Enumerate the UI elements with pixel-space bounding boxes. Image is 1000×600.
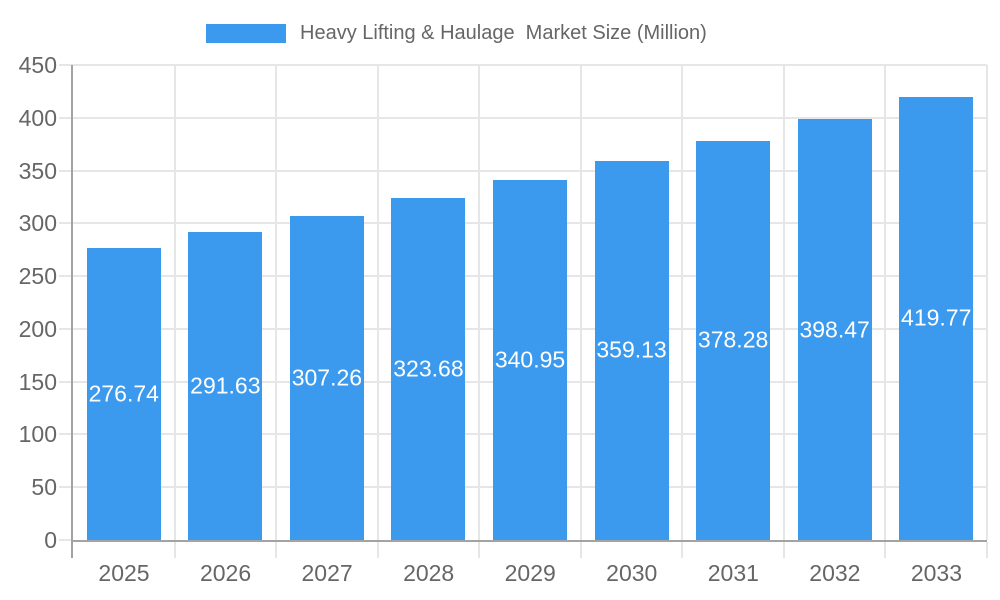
x-axis-line — [71, 540, 987, 542]
y-gridline — [73, 116, 987, 119]
bar — [696, 140, 771, 540]
y-axis-label: 0 — [44, 527, 57, 553]
y-axis-line — [71, 65, 73, 558]
x-axis-label: 2032 — [809, 560, 861, 586]
y-axis-label: 100 — [18, 421, 57, 448]
legend[interactable]: Heavy Lifting & Haulage Market Size (Mil… — [206, 22, 707, 44]
bar — [86, 247, 161, 540]
category-separator — [884, 65, 887, 540]
y-tick — [59, 275, 73, 278]
x-axis-label: 2029 — [504, 560, 556, 586]
x-axis-label: 2026 — [199, 560, 252, 586]
x-axis-label: 2030 — [606, 560, 658, 586]
bar-value-label: 340.95 — [494, 346, 566, 373]
legend-swatch[interactable] — [206, 24, 286, 43]
category-separator — [681, 65, 684, 540]
x-axis-label: 2028 — [403, 560, 455, 586]
legend-label[interactable]: Heavy Lifting & Haulage Market Size (Mil… — [300, 22, 707, 44]
bar-value-label: 323.68 — [393, 355, 464, 382]
bar — [493, 180, 567, 540]
y-axis-label: 350 — [18, 157, 57, 184]
y-axis-label: 300 — [18, 210, 57, 237]
y-axis-label: 250 — [18, 263, 57, 290]
bar — [188, 232, 263, 540]
bar-value-label: 307.26 — [291, 364, 363, 391]
bar-value-label: 419.77 — [901, 304, 972, 331]
bar-value-label: 359.13 — [596, 336, 667, 363]
category-separator — [782, 65, 785, 540]
y-gridline — [73, 169, 987, 172]
y-tick — [59, 169, 73, 172]
y-axis-label: 150 — [18, 368, 57, 395]
bar-value-label: 398.47 — [799, 316, 870, 343]
y-tick — [59, 433, 73, 436]
y-tick — [59, 64, 73, 66]
x-tick — [884, 542, 887, 558]
category-separator — [579, 65, 582, 540]
x-axis-label: 2031 — [707, 560, 759, 586]
bar-value-label: 276.74 — [88, 380, 159, 407]
y-axis-label: 50 — [31, 474, 57, 501]
bar — [899, 96, 974, 540]
y-axis-label: 450 — [18, 52, 57, 78]
bar — [594, 160, 669, 540]
x-axis-label: 2025 — [98, 560, 150, 586]
bar-value-label: 291.63 — [190, 372, 261, 399]
y-axis-label: 200 — [18, 315, 57, 342]
y-tick — [59, 380, 73, 383]
x-axis-label: 2027 — [301, 560, 353, 586]
category-separator — [986, 65, 988, 540]
x-tick — [986, 542, 988, 558]
category-separator — [478, 65, 481, 540]
category-separator — [173, 65, 176, 540]
x-tick — [478, 542, 481, 558]
category-separator — [275, 65, 278, 540]
x-tick — [376, 542, 379, 558]
bar-value-label: 378.28 — [697, 326, 769, 353]
y-tick — [59, 222, 73, 225]
x-tick — [275, 542, 278, 558]
y-tick — [59, 327, 73, 330]
x-axis-label: 2033 — [910, 560, 963, 586]
x-tick — [579, 542, 582, 558]
x-tick — [782, 542, 785, 558]
y-tick — [59, 116, 73, 119]
bar — [797, 119, 872, 540]
x-tick — [681, 542, 684, 558]
y-tick — [59, 486, 73, 489]
x-tick — [173, 542, 176, 558]
bar — [391, 198, 466, 540]
category-separator — [376, 65, 379, 540]
y-gridline — [73, 64, 987, 66]
bar — [289, 215, 364, 540]
y-axis-label: 400 — [18, 104, 57, 131]
y-tick — [59, 539, 73, 541]
